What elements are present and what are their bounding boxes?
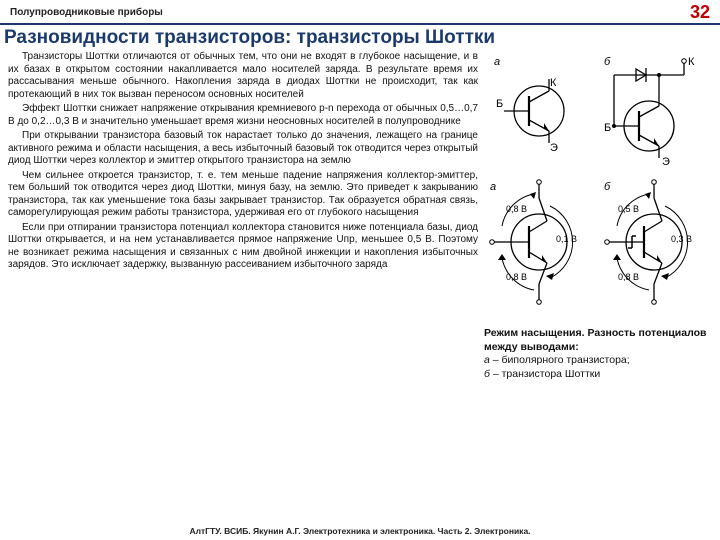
label-K2: К (688, 56, 695, 68)
label-a-top: а (494, 56, 500, 68)
label-B2: Б (604, 122, 611, 134)
v-left-top: 0,8 В (506, 204, 527, 214)
label-b-top: б (604, 56, 611, 68)
caption-line1: Режим насыщения. Разность потенциалов ме… (484, 327, 706, 353)
caption-a: – биполярного транзистора; (490, 354, 630, 366)
subject-label: Полупроводниковые приборы (10, 7, 163, 18)
label-E2: Э (662, 156, 670, 168)
page-title: Разновидности транзисторов: транзисторы … (0, 25, 720, 51)
caption-b: – транзистора Шоттки (490, 368, 600, 380)
page-number: 32 (690, 2, 710, 23)
figure-column: а К Б Э б (478, 51, 708, 382)
label-E1: Э (550, 142, 558, 154)
paragraph-3: При открывании транзистора базовый ток н… (8, 130, 478, 168)
figure-caption: Режим насыщения. Разность потенциалов ме… (484, 327, 708, 382)
footer-text: АлтГТУ. ВСИБ. Якунин А.Г. Электротехника… (0, 526, 720, 536)
paragraph-1: Транзисторы Шоттки отличаются от обычных… (8, 51, 478, 101)
label-a-bot: а (490, 181, 496, 193)
body-text: Транзисторы Шоттки отличаются от обычных… (8, 51, 478, 382)
v-right-top: 0,5 В (618, 204, 639, 214)
label-K1: К (550, 77, 557, 89)
content-area: Транзисторы Шоттки отличаются от обычных… (0, 51, 720, 382)
paragraph-5: Если при отпирании транзистора потенциал… (8, 222, 478, 272)
header-bar: Полупроводниковые приборы 32 (0, 0, 720, 25)
schematic-bottom: а 0,8 В 0,8 В 0,1 В (484, 176, 709, 316)
schematic-top: а К Б Э б (484, 51, 709, 171)
paragraph-2: Эффект Шоттки снижает напряжение открыва… (8, 103, 478, 128)
label-B1: Б (496, 98, 503, 110)
paragraph-4: Чем сильнее откроется транзистор, т. е. … (8, 170, 478, 220)
v-left-right: 0,1 В (556, 234, 577, 244)
label-b-bot: б (604, 181, 611, 193)
v-left-bot: 0,8 В (506, 272, 527, 282)
v-right-bot: 0,8 В (618, 272, 639, 282)
v-right-right: 0,3 В (671, 234, 692, 244)
